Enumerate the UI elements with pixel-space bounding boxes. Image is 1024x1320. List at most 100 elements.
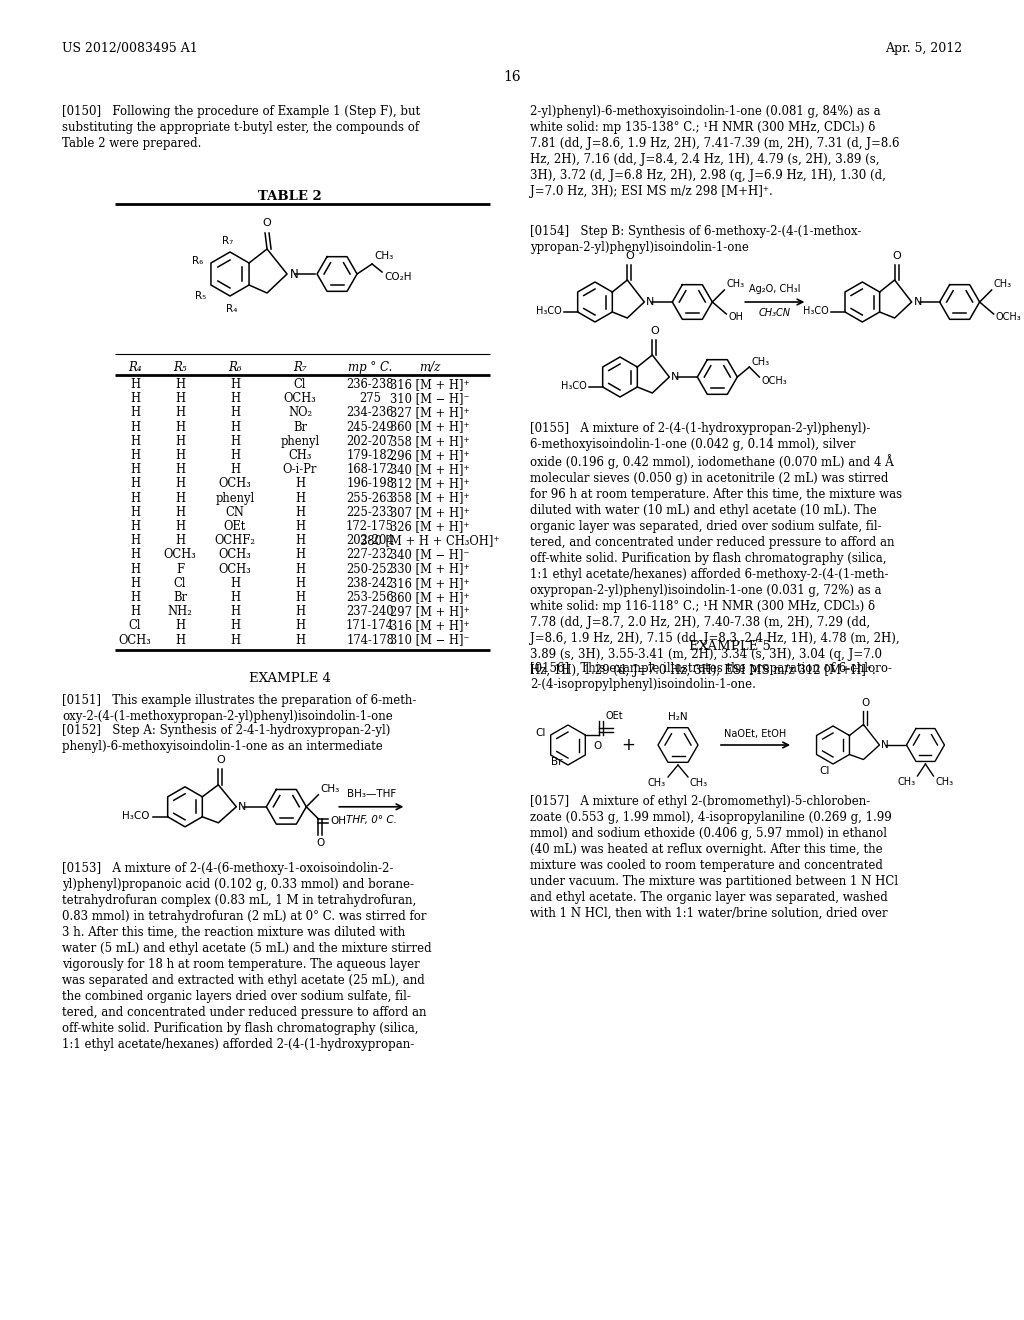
Text: CH₃: CH₃ bbox=[648, 777, 666, 788]
Text: 196-198: 196-198 bbox=[346, 478, 394, 491]
Text: OEt: OEt bbox=[605, 711, 623, 721]
Text: N: N bbox=[290, 268, 299, 281]
Text: 202-207: 202-207 bbox=[346, 434, 394, 447]
Text: H: H bbox=[295, 520, 305, 533]
Text: H₂N: H₂N bbox=[669, 711, 688, 722]
Text: 310 [M − H]⁻: 310 [M − H]⁻ bbox=[390, 634, 470, 647]
Text: [0152]   Step A: Synthesis of 2-4-1-hydroxypropan-2-yl)
phenyl)-6-methoxyisoindo: [0152] Step A: Synthesis of 2-4-1-hydrox… bbox=[62, 723, 390, 752]
Text: H₃CO: H₃CO bbox=[536, 306, 562, 315]
Text: 238-242: 238-242 bbox=[346, 577, 393, 590]
Text: H: H bbox=[230, 634, 240, 647]
Text: O: O bbox=[593, 741, 601, 751]
Text: H: H bbox=[230, 591, 240, 605]
Text: H: H bbox=[230, 605, 240, 618]
Text: OCH₃: OCH₃ bbox=[219, 548, 251, 561]
Text: CH₃: CH₃ bbox=[690, 777, 709, 788]
Text: [0150]   Following the procedure of Example 1 (Step F), but
substituting the app: [0150] Following the procedure of Exampl… bbox=[62, 106, 420, 150]
Text: H: H bbox=[230, 407, 240, 420]
Text: H: H bbox=[230, 392, 240, 405]
Text: H: H bbox=[175, 520, 185, 533]
Text: +: + bbox=[622, 737, 635, 754]
Text: H: H bbox=[130, 520, 140, 533]
Text: H: H bbox=[175, 434, 185, 447]
Text: CO₂H: CO₂H bbox=[384, 272, 412, 282]
Text: OEt: OEt bbox=[224, 520, 246, 533]
Text: N: N bbox=[646, 297, 654, 308]
Text: H: H bbox=[295, 591, 305, 605]
Text: H: H bbox=[130, 548, 140, 561]
Text: NH₂: NH₂ bbox=[168, 605, 193, 618]
Text: H: H bbox=[230, 619, 240, 632]
Text: H: H bbox=[130, 491, 140, 504]
Text: H: H bbox=[295, 491, 305, 504]
Text: CN: CN bbox=[225, 506, 245, 519]
Text: 312 [M + H]⁺: 312 [M + H]⁺ bbox=[390, 478, 470, 491]
Text: 234-236: 234-236 bbox=[346, 407, 393, 420]
Text: H: H bbox=[295, 506, 305, 519]
Text: H: H bbox=[230, 449, 240, 462]
Text: OCHF₂: OCHF₂ bbox=[214, 535, 256, 548]
Text: H: H bbox=[230, 378, 240, 391]
Text: US 2012/0083495 A1: US 2012/0083495 A1 bbox=[62, 42, 198, 55]
Text: H: H bbox=[130, 434, 140, 447]
Text: 250-252: 250-252 bbox=[346, 562, 394, 576]
Text: EXAMPLE 4: EXAMPLE 4 bbox=[249, 672, 331, 685]
Text: O: O bbox=[625, 251, 634, 261]
Text: CH₃CN: CH₃CN bbox=[759, 308, 791, 318]
Text: [0153]   A mixture of 2-(4-(6-methoxy-1-oxoisoindolin-2-
yl)phenyl)propanoic aci: [0153] A mixture of 2-(4-(6-methoxy-1-ox… bbox=[62, 862, 432, 1051]
Text: H: H bbox=[295, 634, 305, 647]
Text: 255-263: 255-263 bbox=[346, 491, 394, 504]
Text: [0157]   A mixture of ethyl 2-(bromomethyl)-5-chloroben-
zoate (0.553 g, 1.99 mm: [0157] A mixture of ethyl 2-(bromomethyl… bbox=[530, 795, 898, 920]
Text: R₆: R₆ bbox=[228, 360, 242, 374]
Text: O: O bbox=[650, 326, 658, 337]
Text: H: H bbox=[295, 548, 305, 561]
Text: H: H bbox=[175, 619, 185, 632]
Text: O: O bbox=[316, 838, 325, 847]
Text: EXAMPLE 5: EXAMPLE 5 bbox=[689, 640, 771, 653]
Text: Br: Br bbox=[552, 756, 563, 767]
Text: O: O bbox=[861, 697, 869, 708]
Text: Br: Br bbox=[293, 421, 307, 433]
Text: H: H bbox=[295, 535, 305, 548]
Text: H: H bbox=[175, 392, 185, 405]
Text: 172-175: 172-175 bbox=[346, 520, 394, 533]
Text: O-i-Pr: O-i-Pr bbox=[283, 463, 317, 477]
Text: H: H bbox=[175, 449, 185, 462]
Text: CH₃: CH₃ bbox=[752, 356, 769, 367]
Text: [0154]   Step B: Synthesis of 6-methoxy-2-(4-(1-methox-
ypropan-2-yl)phenyl)isoi: [0154] Step B: Synthesis of 6-methoxy-2-… bbox=[530, 224, 861, 253]
Text: H: H bbox=[130, 577, 140, 590]
Text: 236-238: 236-238 bbox=[346, 378, 393, 391]
Text: [0156]   This example illustrates the preparation of 6-chloro-
2-(4-isopropylphe: [0156] This example illustrates the prep… bbox=[530, 663, 892, 690]
Text: OCH₃: OCH₃ bbox=[219, 562, 251, 576]
Text: H: H bbox=[175, 478, 185, 491]
Text: H: H bbox=[175, 491, 185, 504]
Text: 358 [M + H]⁺: 358 [M + H]⁺ bbox=[390, 491, 470, 504]
Text: 340 [M + H]⁺: 340 [M + H]⁺ bbox=[390, 463, 470, 477]
Text: H: H bbox=[130, 378, 140, 391]
Text: phenyl: phenyl bbox=[281, 434, 319, 447]
Text: H: H bbox=[130, 407, 140, 420]
Text: BH₃—THF: BH₃—THF bbox=[347, 789, 396, 799]
Text: OCH₃: OCH₃ bbox=[164, 548, 197, 561]
Text: 380 [M + H + CH₃OH]⁺: 380 [M + H + CH₃OH]⁺ bbox=[360, 535, 500, 548]
Text: m/z: m/z bbox=[419, 360, 440, 374]
Text: 360 [M + H]⁺: 360 [M + H]⁺ bbox=[390, 591, 470, 605]
Text: 179-182: 179-182 bbox=[346, 449, 394, 462]
Text: 253-256: 253-256 bbox=[346, 591, 394, 605]
Text: Cl: Cl bbox=[174, 577, 186, 590]
Text: H: H bbox=[130, 535, 140, 548]
Text: H: H bbox=[175, 421, 185, 433]
Text: H: H bbox=[295, 478, 305, 491]
Text: 316 [M + H]⁺: 316 [M + H]⁺ bbox=[390, 619, 470, 632]
Text: Ag₂O, CH₃I: Ag₂O, CH₃I bbox=[750, 284, 801, 294]
Text: Cl: Cl bbox=[536, 729, 546, 738]
Text: mp ° C.: mp ° C. bbox=[348, 360, 392, 374]
Text: OCH₃: OCH₃ bbox=[284, 392, 316, 405]
Text: R₅: R₅ bbox=[195, 290, 206, 301]
Text: 316 [M + H]⁺: 316 [M + H]⁺ bbox=[390, 378, 470, 391]
Text: 16: 16 bbox=[503, 70, 521, 84]
Text: TABLE 2: TABLE 2 bbox=[258, 190, 322, 203]
Text: H: H bbox=[130, 421, 140, 433]
Text: OH: OH bbox=[728, 312, 743, 322]
Text: 275: 275 bbox=[359, 392, 381, 405]
